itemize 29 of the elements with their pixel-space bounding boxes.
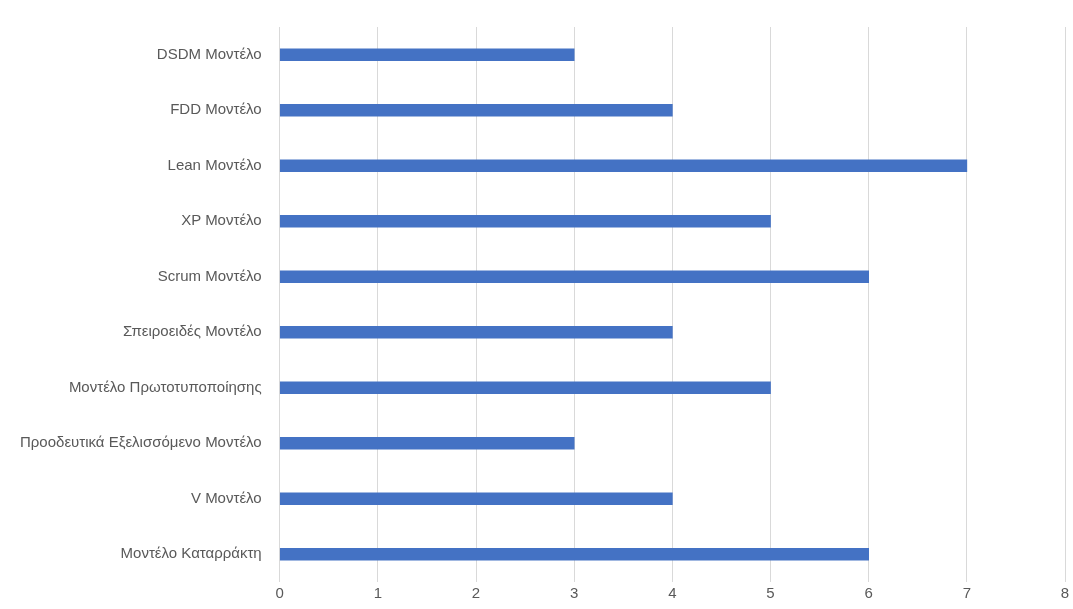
x-tick-label: 2 <box>471 584 481 602</box>
bar <box>279 325 673 339</box>
x-tick-label: 5 <box>766 584 775 602</box>
bar <box>279 270 870 284</box>
x-tick-label: 8 <box>1060 584 1070 602</box>
bar <box>279 214 771 228</box>
y-tick-label: Μοντέλο Πρωτοτυποποίησης <box>68 377 262 395</box>
y-tick-label: Σπειροειδές Μοντέλο <box>122 322 262 340</box>
x-tick-label: 7 <box>962 584 972 602</box>
bar <box>279 103 673 117</box>
bar <box>279 492 673 506</box>
bar <box>279 381 771 395</box>
x-tick-label: 3 <box>570 584 579 602</box>
bar <box>279 547 870 561</box>
x-tick-label: 4 <box>668 584 677 602</box>
y-tick-label: Προοδευτικά Εξελισσόμενο Μοντέλο <box>19 433 262 451</box>
bar <box>279 48 575 62</box>
y-tick-label: V Μοντέλο <box>190 488 262 506</box>
y-tick-label: Lean Μοντέλο <box>167 155 262 173</box>
x-tick-label: 6 <box>864 584 873 602</box>
y-tick-label: DSDM Μοντέλο <box>156 44 262 62</box>
x-tick-label: 1 <box>373 584 383 602</box>
bar <box>279 159 968 173</box>
bar <box>279 436 575 450</box>
x-tick-label: 0 <box>275 584 284 602</box>
y-tick-label: FDD Μοντέλο <box>170 100 262 118</box>
y-tick-label: Μοντέλο Καταρράκτη <box>120 544 262 562</box>
y-tick-label: XP Μοντέλο <box>181 211 262 229</box>
y-tick-label: Scrum Μοντέλο <box>157 266 262 284</box>
